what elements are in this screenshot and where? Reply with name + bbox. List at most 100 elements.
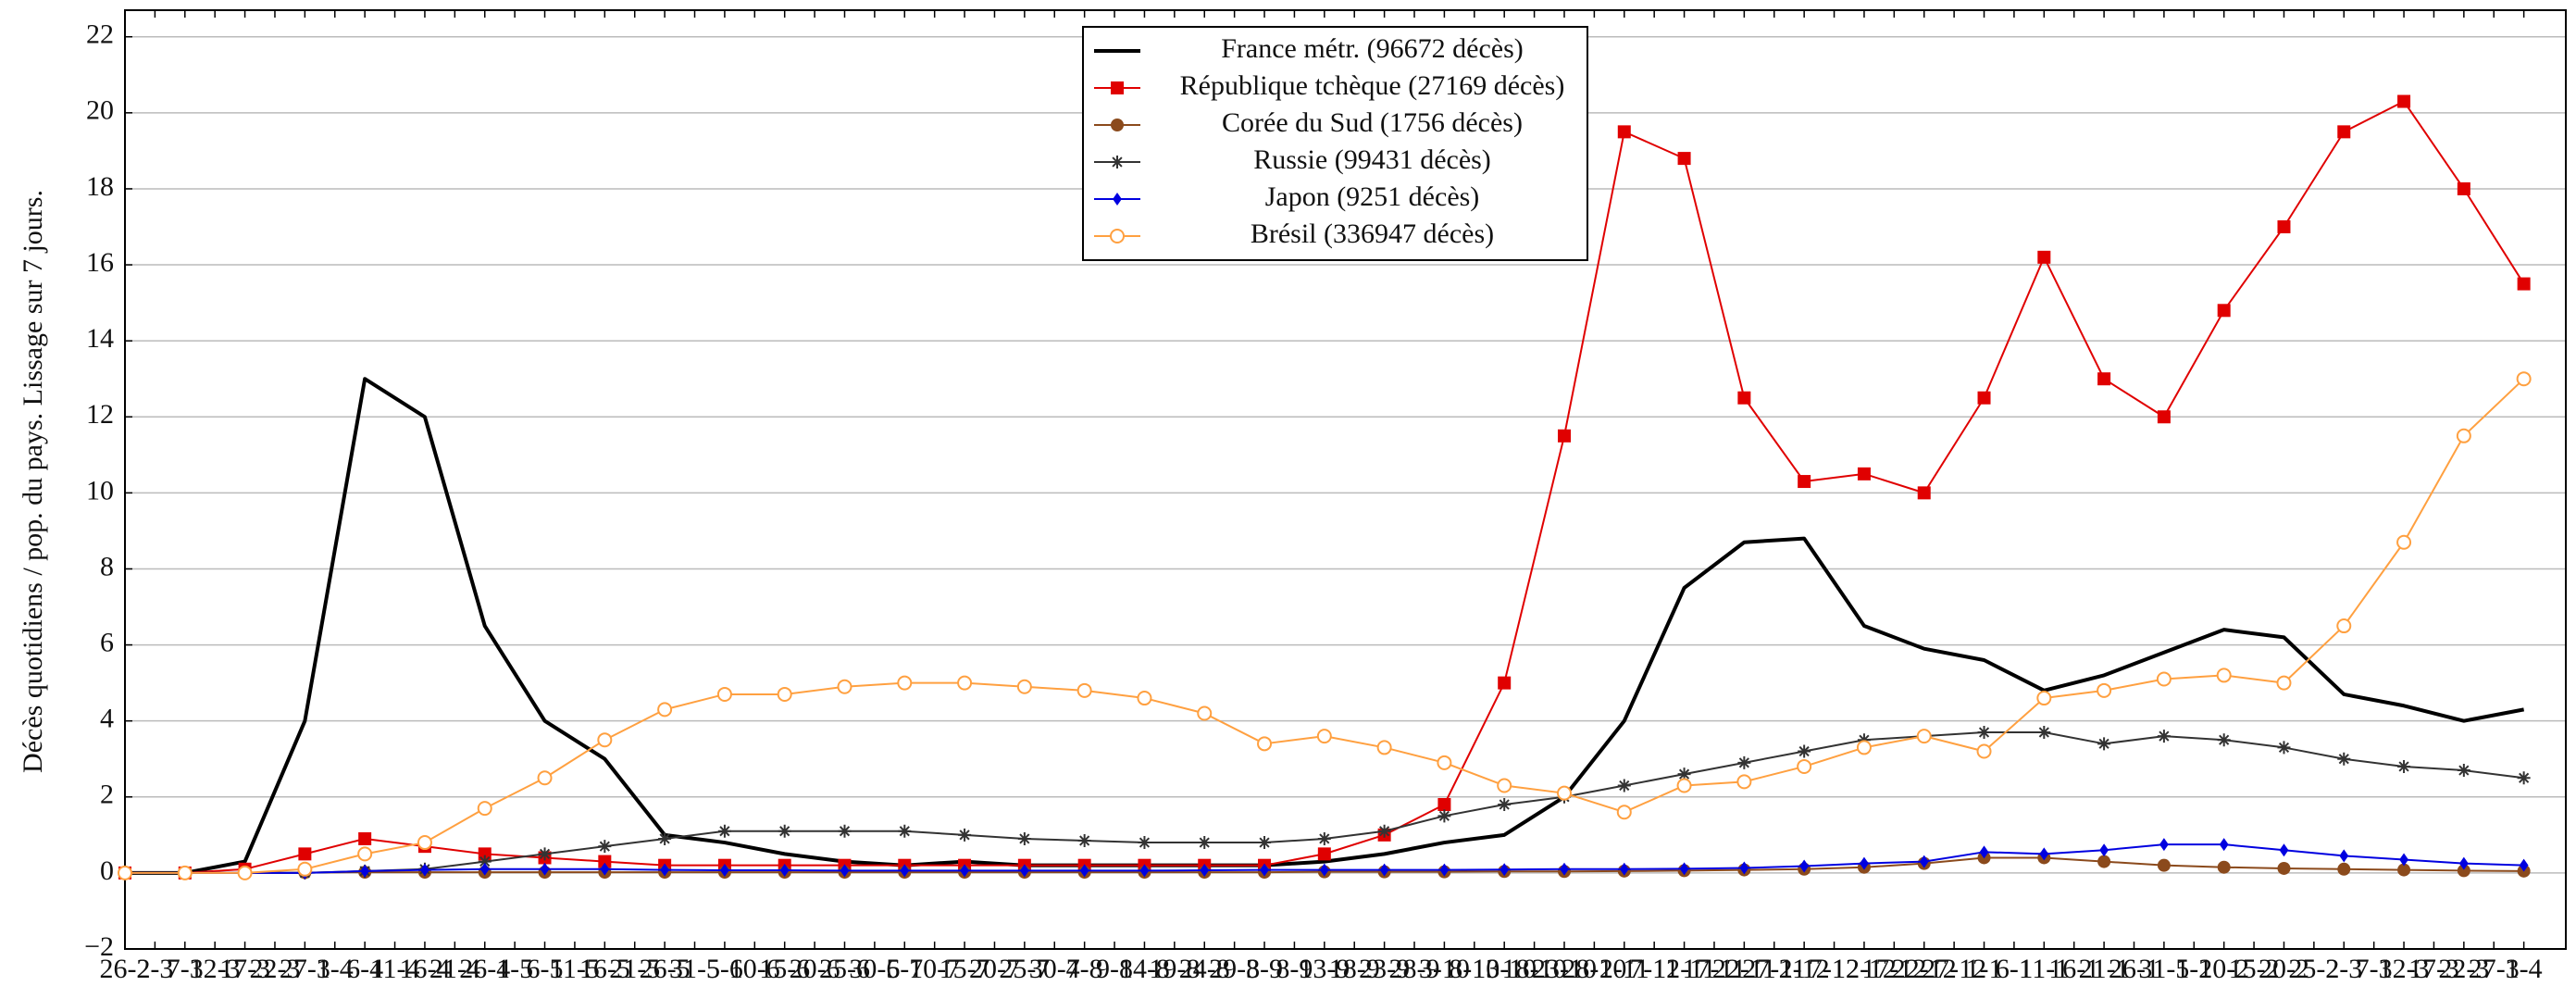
- x-tick-label: 5-2: [2175, 954, 2212, 984]
- x-tick-label: 2-3: [2325, 954, 2362, 984]
- series: [118, 371, 2532, 880]
- marker: [720, 864, 729, 878]
- marker: [1437, 755, 1452, 770]
- x-tick-label: 16-5: [579, 954, 630, 984]
- marker: [1258, 836, 1272, 850]
- x-tick-label: 11-1: [2019, 954, 2069, 984]
- y-tick-label: 2: [100, 780, 114, 810]
- x-tick-label: 12-12: [1832, 954, 1897, 984]
- legend-box: [1082, 26, 1588, 261]
- marker: [1200, 864, 1210, 878]
- marker: [1113, 193, 1122, 206]
- marker: [1316, 729, 1332, 744]
- marker: [1437, 798, 1451, 811]
- marker: [660, 863, 670, 877]
- x-tick-label: 29-8: [1209, 954, 1260, 984]
- marker: [1799, 859, 1810, 873]
- marker: [1736, 774, 1752, 790]
- x-tick-label: 27-11: [1742, 954, 1806, 984]
- marker: [1076, 682, 1092, 698]
- marker: [1856, 740, 1872, 755]
- x-tick-label: 5-7: [886, 954, 923, 984]
- marker: [1197, 705, 1213, 721]
- y-tick-label: 18: [86, 171, 114, 202]
- marker: [1619, 862, 1629, 876]
- marker: [2277, 220, 2291, 233]
- x-tick-label: 27-12: [1922, 954, 1986, 984]
- x-tick-label: 16-4: [399, 954, 450, 984]
- marker: [837, 679, 852, 694]
- marker: [2337, 752, 2351, 766]
- marker: [898, 824, 912, 838]
- x-tick-label: 28-10: [1562, 954, 1626, 984]
- x-tick-label: 23-10: [1532, 954, 1597, 984]
- marker: [479, 862, 490, 876]
- x-tick-label: 26-1: [2109, 954, 2159, 984]
- marker: [1557, 429, 1571, 443]
- x-tick-label: 6-5: [527, 954, 564, 984]
- legend-label: Japon (9251 décès): [1265, 181, 1480, 212]
- x-tick-label: 7-3: [167, 954, 204, 984]
- x-tick-label: 30-6: [849, 954, 900, 984]
- marker: [538, 847, 552, 861]
- marker: [1137, 691, 1152, 706]
- y-tick-label: 4: [100, 704, 114, 734]
- x-tick-label: 10-2: [2198, 954, 2249, 984]
- marker: [2457, 764, 2470, 778]
- marker: [2456, 428, 2471, 443]
- marker: [1439, 863, 1450, 877]
- marker: [1377, 824, 1391, 838]
- marker: [2219, 838, 2229, 852]
- marker: [2039, 847, 2049, 861]
- y-tick-label: 22: [86, 19, 114, 50]
- x-tick-label: 10-6: [729, 954, 780, 984]
- marker: [2279, 843, 2289, 857]
- y-tick-label: −2: [84, 931, 114, 962]
- marker: [2519, 858, 2529, 872]
- marker: [2217, 733, 2231, 747]
- marker: [2337, 125, 2351, 139]
- marker: [2277, 861, 2291, 875]
- marker: [2397, 863, 2411, 877]
- marker: [1797, 758, 1812, 774]
- marker: [1379, 863, 1389, 877]
- x-tick-label: 25-2: [2288, 954, 2339, 984]
- x-tick-label: 11-5: [550, 954, 600, 984]
- marker: [777, 686, 792, 702]
- marker: [1017, 831, 1031, 845]
- y-tick-label: 8: [100, 551, 114, 581]
- marker: [2337, 862, 2351, 876]
- marker: [1737, 391, 1751, 405]
- marker: [779, 864, 790, 878]
- marker: [1437, 809, 1451, 823]
- plot-frame: [124, 9, 2567, 950]
- marker: [1077, 834, 1091, 847]
- marker: [2276, 675, 2292, 691]
- x-tick-label: 27-3: [280, 954, 330, 984]
- marker: [417, 835, 432, 851]
- marker: [2099, 843, 2109, 857]
- marker: [237, 865, 253, 880]
- marker: [2157, 730, 2171, 743]
- x-tick-label: 22-3: [2438, 954, 2489, 984]
- x-tick-label: 3-10: [1419, 954, 1470, 984]
- x-tick-label: 30-7: [1029, 954, 1080, 984]
- marker: [2277, 741, 2291, 755]
- marker: [1976, 743, 1992, 759]
- marker: [118, 865, 132, 880]
- marker: [2156, 671, 2172, 687]
- marker: [2097, 737, 2111, 751]
- x-tick-label: 13-9: [1299, 954, 1350, 984]
- marker: [1979, 845, 1989, 859]
- marker: [2458, 856, 2469, 870]
- x-tick-label: 15-6: [759, 954, 810, 984]
- legend-label: Corée du Sud (1756 décès): [1222, 107, 1523, 138]
- marker: [2037, 250, 2051, 264]
- y-tick-label: 10: [86, 475, 114, 505]
- x-tick-label: 1-4: [2506, 954, 2543, 984]
- marker: [1257, 736, 1273, 752]
- marker: [2217, 304, 2231, 318]
- marker: [1139, 864, 1150, 878]
- marker: [2217, 860, 2231, 874]
